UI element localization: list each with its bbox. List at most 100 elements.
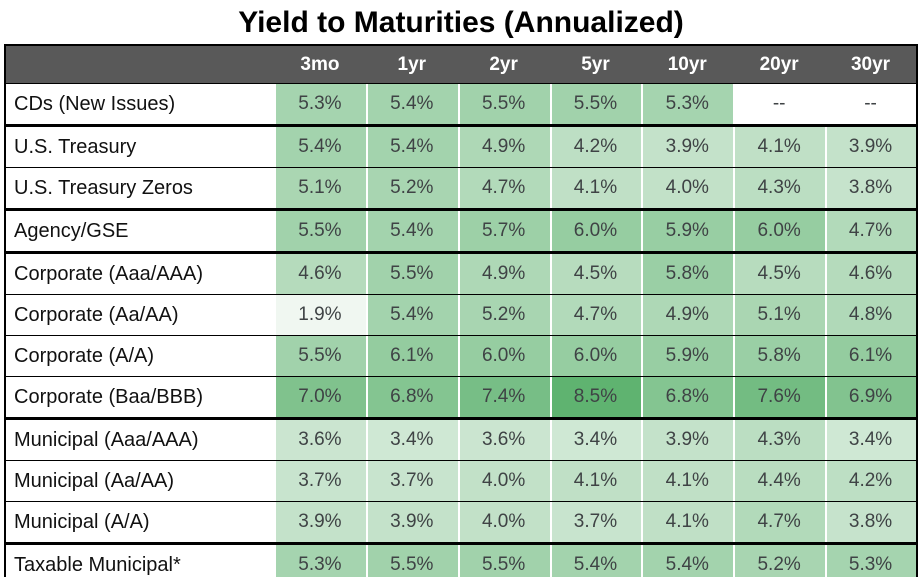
yield-value-cell: 4.1% <box>641 460 734 502</box>
table-row: Municipal (Aaa/AAA) 3.6% 3.4% 3.6% 3.4% 3.9% 4… <box>5 417 917 461</box>
row-label: Corporate (Aa/AA) <box>5 294 274 336</box>
table-row: Corporate (Aaa/AAA) 4.6% 5.5% 4.9% 4.5% 5.8% 4… <box>5 251 917 295</box>
yield-value-cell: 4.1% <box>733 124 826 168</box>
yield-value-cell: 5.2% <box>457 294 550 336</box>
yield-value-cell: 3.6% <box>457 417 550 461</box>
yield-value-cell: 4.5% <box>549 251 642 295</box>
row-label: Municipal (Aaa/AAA) <box>5 417 274 461</box>
yield-value-cell: 6.1% <box>365 335 458 377</box>
yield-value-cell: 4.4% <box>733 460 826 502</box>
yield-value-cell: 3.9% <box>825 124 917 168</box>
yield-value-cell: 4.3% <box>733 167 826 210</box>
column-header-3mo: 3mo <box>274 45 366 84</box>
yield-value-cell: 5.4% <box>641 542 734 577</box>
yield-value-cell: 3.7% <box>274 460 366 502</box>
column-header-30yr: 30yr <box>825 45 917 84</box>
yields-table: 3mo 1yr 2yr 5yr 10yr 20yr 30yr CDs (New Issues… <box>4 44 918 577</box>
yield-value-cell: 4.0% <box>641 167 734 210</box>
yield-value-cell: 4.9% <box>457 124 550 168</box>
yield-value-cell: 5.9% <box>641 335 734 377</box>
yield-value-cell: 3.7% <box>549 501 642 544</box>
yield-value-cell: 5.5% <box>274 208 366 253</box>
yield-value-cell: 4.2% <box>825 460 917 502</box>
row-label: CDs (New Issues) <box>5 83 274 126</box>
yield-value-cell: 5.3% <box>274 542 366 577</box>
yield-value-cell: 4.7% <box>549 294 642 336</box>
column-header-20yr: 20yr <box>733 45 826 84</box>
yield-value-cell: 5.5% <box>365 251 458 295</box>
table-row: CDs (New Issues) 5.3% 5.4% 5.5% 5.5% 5.3% -- -- <box>5 83 917 126</box>
row-label: Taxable Municipal* <box>5 542 274 577</box>
table-row: Corporate (Baa/BBB) 7.0% 6.8% 7.4% 8.5% 6.8% 7… <box>5 376 917 419</box>
row-label: U.S. Treasury <box>5 124 274 168</box>
yield-value-cell: 8.5% <box>549 376 642 419</box>
row-label: Agency/GSE <box>5 208 274 253</box>
yield-value-cell: 5.5% <box>457 83 550 126</box>
table-row: U.S. Treasury Zeros 5.1% 5.2% 4.7% 4.1% 4.0% 4… <box>5 167 917 210</box>
yield-value-cell: 3.8% <box>825 167 917 210</box>
yield-value-cell: 5.8% <box>733 335 826 377</box>
yield-value-cell: 4.5% <box>733 251 826 295</box>
yield-value-cell: 4.9% <box>457 251 550 295</box>
yield-value-cell: 3.9% <box>641 417 734 461</box>
yield-value-cell: 7.0% <box>274 376 366 419</box>
table-header: 3mo 1yr 2yr 5yr 10yr 20yr 30yr <box>5 45 917 84</box>
yield-value-cell: 5.4% <box>365 124 458 168</box>
yield-value-cell: 5.5% <box>365 542 458 577</box>
column-header-5yr: 5yr <box>549 45 642 84</box>
yield-value-cell: 5.9% <box>641 208 734 253</box>
yield-value-cell: 6.1% <box>825 335 917 377</box>
yield-value-cell: 3.9% <box>274 501 366 544</box>
yield-value-cell: 5.1% <box>274 167 366 210</box>
table-row: Taxable Municipal* 5.3% 5.5% 5.5% 5.4% 5.4% 5.… <box>5 542 917 577</box>
row-label: Corporate (Aaa/AAA) <box>5 251 274 295</box>
row-label: Municipal (Aa/AA) <box>5 460 274 502</box>
yield-value-cell: 6.0% <box>549 208 642 253</box>
column-header-1yr: 1yr <box>365 45 458 84</box>
yield-value-cell: 4.0% <box>457 460 550 502</box>
row-label: Corporate (A/A) <box>5 335 274 377</box>
yield-value-cell: 4.7% <box>825 208 917 253</box>
yield-value-cell: 3.9% <box>641 124 734 168</box>
yield-value-cell: 5.8% <box>641 251 734 295</box>
table-row: Municipal (Aa/AA) 3.7% 3.7% 4.0% 4.1% 4.1% 4.4… <box>5 460 917 502</box>
row-label: Corporate (Baa/BBB) <box>5 376 274 419</box>
yield-value-cell: 3.4% <box>825 417 917 461</box>
yield-value-cell: 4.1% <box>549 167 642 210</box>
yield-value-cell: 6.8% <box>641 376 734 419</box>
yield-value-cell: 5.4% <box>365 83 458 126</box>
table-body: CDs (New Issues) 5.3% 5.4% 5.5% 5.5% 5.3% -- --… <box>5 83 917 577</box>
yield-value-cell: 7.4% <box>457 376 550 419</box>
yield-value-cell: 6.0% <box>549 335 642 377</box>
yield-value-cell: 4.6% <box>274 251 366 295</box>
yield-value-cell-empty: -- <box>825 83 917 126</box>
yield-value-cell: 5.2% <box>733 542 826 577</box>
yield-value-cell: 5.7% <box>457 208 550 253</box>
yield-value-cell: 5.3% <box>641 83 734 126</box>
header-row: 3mo 1yr 2yr 5yr 10yr 20yr 30yr <box>5 45 917 84</box>
page-title: Yield to Maturities (Annualized) <box>238 6 684 39</box>
yield-value-cell: 5.4% <box>365 294 458 336</box>
yield-value-cell: 5.5% <box>274 335 366 377</box>
table-row: U.S. Treasury 5.4% 5.4% 4.9% 4.2% 3.9% 4.1% 3.9… <box>5 124 917 168</box>
yield-value-cell: 4.7% <box>457 167 550 210</box>
yield-value-cell: 5.4% <box>274 124 366 168</box>
yield-value-cell: 3.4% <box>365 417 458 461</box>
column-header-2yr: 2yr <box>457 45 550 84</box>
table-row: Corporate (Aa/AA) 1.9% 5.4% 5.2% 4.7% 4.9% 5.1… <box>5 294 917 336</box>
yield-value-cell: 4.1% <box>549 460 642 502</box>
yield-value-cell: 5.1% <box>733 294 826 336</box>
yield-value-cell: 4.7% <box>733 501 826 544</box>
yield-value-cell: 3.7% <box>365 460 458 502</box>
yield-value-cell: 6.0% <box>457 335 550 377</box>
yield-value-cell: 7.6% <box>733 376 826 419</box>
yield-value-cell: 5.5% <box>457 542 550 577</box>
yield-value-cell: 6.9% <box>825 376 917 419</box>
yield-value-cell: 4.2% <box>549 124 642 168</box>
yield-value-cell: 4.1% <box>641 501 734 544</box>
yield-value-cell: 3.6% <box>274 417 366 461</box>
table-row: Municipal (A/A) 3.9% 3.9% 4.0% 3.7% 4.1% 4.7% 3… <box>5 501 917 544</box>
yield-value-cell: 5.3% <box>825 542 917 577</box>
yield-value-cell-empty: -- <box>733 83 826 126</box>
